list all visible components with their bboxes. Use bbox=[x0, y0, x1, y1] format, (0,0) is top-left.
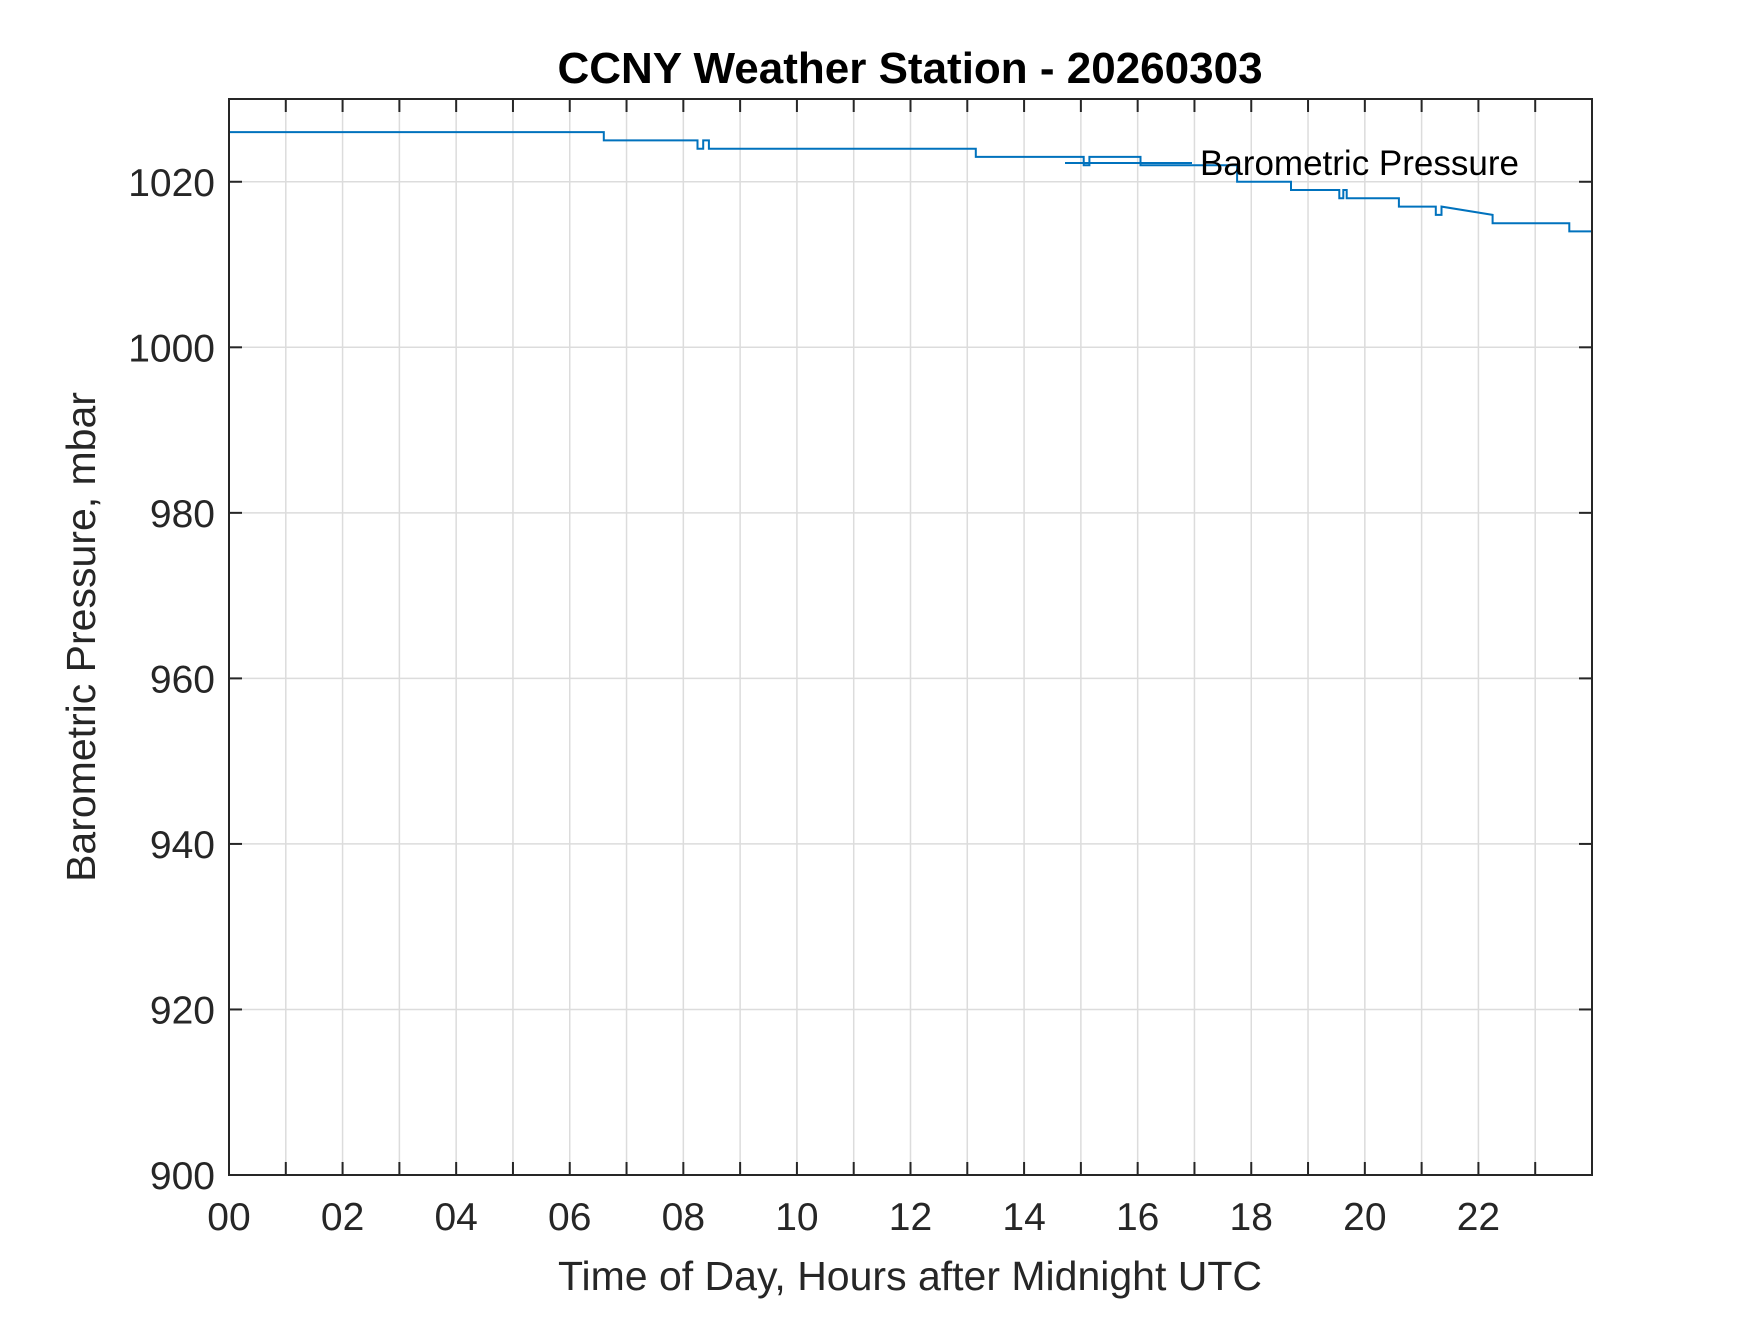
x-tick-label: 04 bbox=[434, 1196, 477, 1239]
chart-title: CCNY Weather Station - 20260303 bbox=[557, 44, 1262, 93]
grid-layer bbox=[229, 99, 1592, 1175]
y-tick-label: 1000 bbox=[128, 327, 215, 370]
x-tick-label: 20 bbox=[1343, 1196, 1386, 1239]
y-tick-label: 1020 bbox=[128, 162, 215, 205]
x-axis-label: Time of Day, Hours after Midnight UTC bbox=[558, 1253, 1262, 1299]
legend-label: Barometric Pressure bbox=[1200, 144, 1519, 183]
y-tick-label: 920 bbox=[150, 989, 215, 1032]
x-tick-label: 06 bbox=[548, 1196, 591, 1239]
x-tick-label: 22 bbox=[1457, 1196, 1500, 1239]
series-line-barometric-pressure bbox=[229, 131, 1592, 233]
y-tick-label: 940 bbox=[150, 824, 215, 867]
series-layer bbox=[229, 131, 1592, 233]
x-tick-label: 18 bbox=[1230, 1196, 1273, 1239]
x-tick-label: 12 bbox=[889, 1196, 932, 1239]
x-tick-label: 10 bbox=[775, 1196, 818, 1239]
x-tick-label: 14 bbox=[1002, 1196, 1045, 1239]
x-tick-label: 02 bbox=[321, 1196, 364, 1239]
y-tick-label: 980 bbox=[150, 493, 215, 536]
tick-layer: 00 02 04 06 08 10 12 14 16 18 20 22 900 920 940 960 980 1… bbox=[128, 99, 1592, 1239]
x-tick-label: 08 bbox=[662, 1196, 705, 1239]
x-tick-label: 16 bbox=[1116, 1196, 1159, 1239]
x-tick-label: 00 bbox=[207, 1196, 250, 1239]
y-tick-label: 900 bbox=[150, 1155, 215, 1198]
legend: Barometric Pressure bbox=[1065, 144, 1519, 183]
y-tick-label: 960 bbox=[150, 658, 215, 701]
y-axis-label: Barometric Pressure, mbar bbox=[58, 392, 104, 882]
